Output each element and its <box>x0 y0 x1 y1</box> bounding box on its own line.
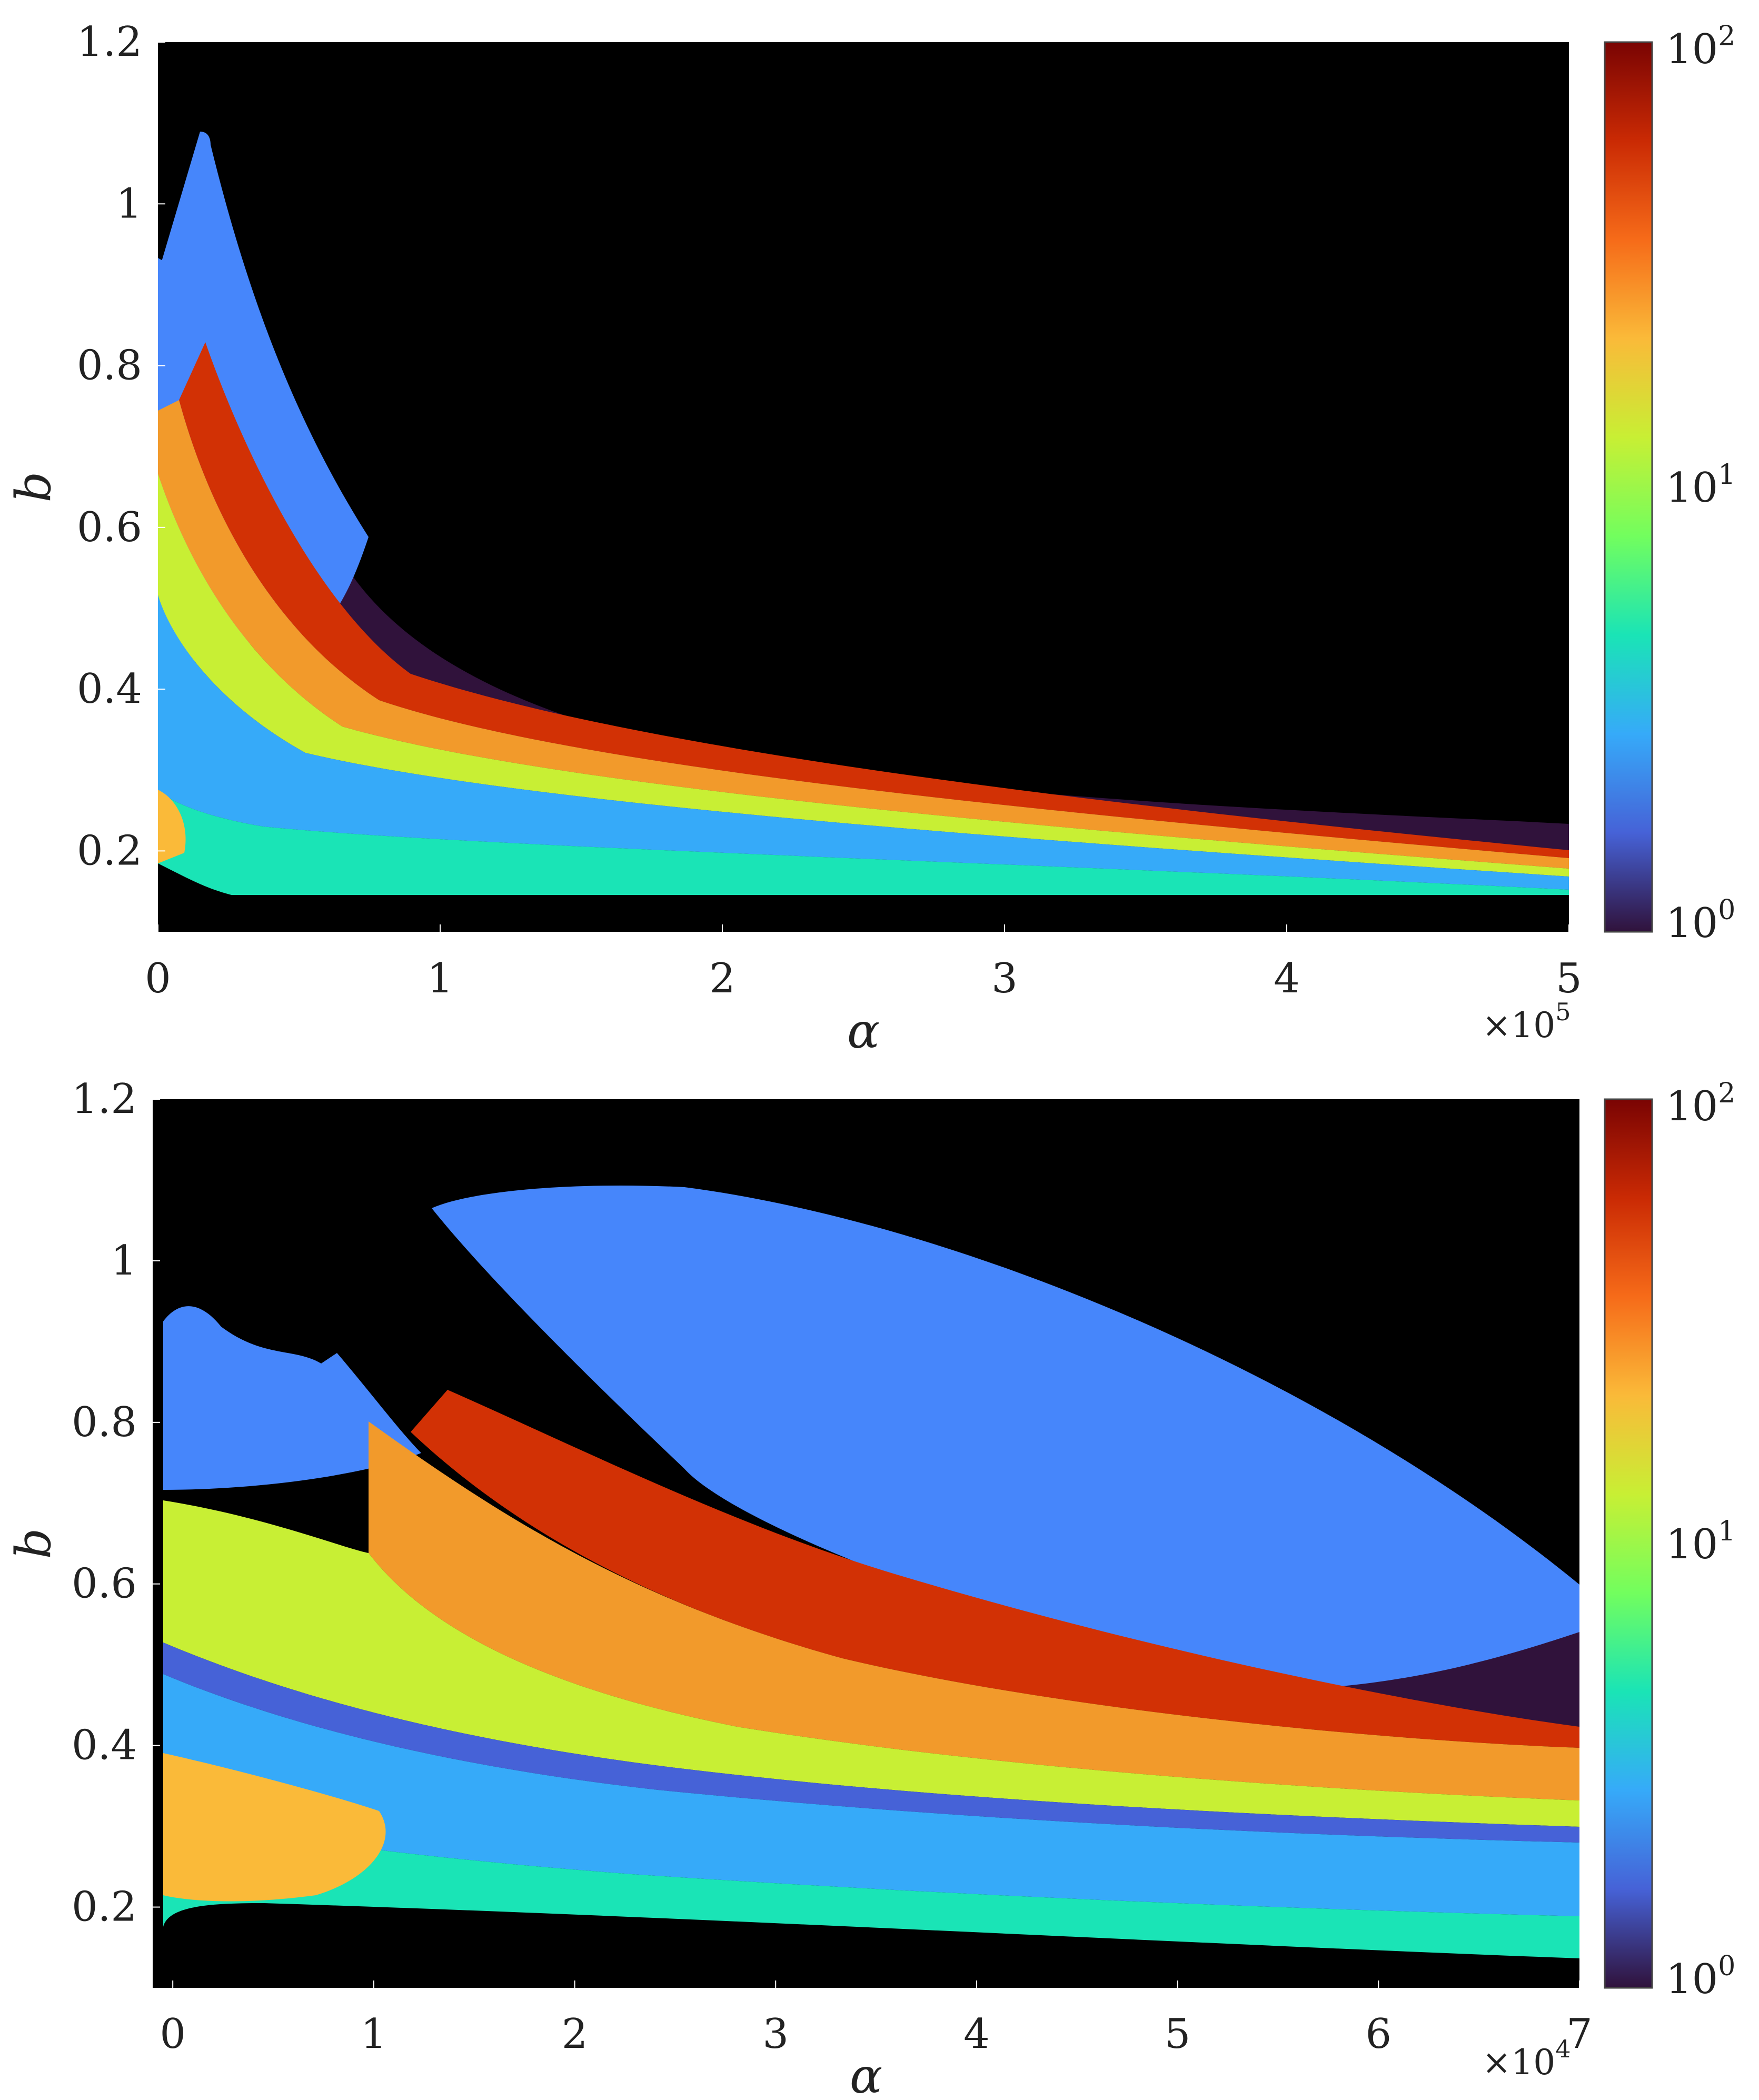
bottom-colorbar-bar <box>1604 1098 1653 1989</box>
top-x-tick-label: 2 <box>709 955 736 1002</box>
top-region-teal <box>158 790 1569 895</box>
bottom-x-tick-label: 1 <box>361 2011 387 2058</box>
bottom-y-tick-label: 0.2 <box>72 1884 137 1931</box>
top-x-tick-label: 3 <box>991 955 1018 1002</box>
top-colorbar-tick-base: 10 <box>1666 900 1718 947</box>
bottom-region-cyan <box>163 1674 1579 1916</box>
bottom-colorbar-tick-base: 10 <box>1666 1956 1718 2003</box>
bottom-x-multiplier-exponent: 4 <box>1555 2035 1571 2063</box>
top-colorbar-tick-base: 10 <box>1666 464 1718 512</box>
top-region-red <box>179 342 1569 858</box>
bottom-colorbar-tick-base: 10 <box>1666 1521 1718 1568</box>
top-x-multiplier-base: ×10 <box>1482 1005 1555 1046</box>
bottom-x-ticks: 0 1 2 3 4 5 6 7 <box>160 1980 1593 2058</box>
top-colorbar-tick-label: 100 <box>1666 894 1735 947</box>
top-y-tick-label: 1 <box>116 180 142 227</box>
bottom-region-blue-stripe <box>163 1643 1579 1843</box>
top-heatmap <box>158 42 1569 932</box>
top-x-axis-label: α <box>847 1003 880 1059</box>
bottom-x-multiplier: ×104 <box>1482 2035 1571 2083</box>
bottom-region-orange <box>369 1421 1579 1800</box>
bottom-y-tick-label: 0.8 <box>72 1399 137 1446</box>
top-colorbar-tick-label: 101 <box>1666 459 1735 512</box>
bottom-colorbar-tick-label: 102 <box>1666 1078 1735 1130</box>
top-y-axis-label: b <box>5 472 62 503</box>
top-colorbar-tick-label: 102 <box>1666 21 1735 73</box>
top-x-multiplier: ×105 <box>1482 998 1571 1046</box>
bottom-y-tick-label: 0.6 <box>72 1560 137 1608</box>
bottom-colorbar-tick-base: 10 <box>1666 1083 1718 1130</box>
bottom-region-yellow <box>163 1500 1579 1827</box>
bottom-region-blue-left <box>163 1306 421 1490</box>
top-x-tick-label: 4 <box>1274 955 1300 1002</box>
bottom-x-multiplier-base: ×10 <box>1482 2042 1555 2083</box>
top-colorbar-tick-exponent: 0 <box>1718 894 1735 926</box>
top-y-tick-label: 0.4 <box>77 665 142 713</box>
top-colorbar-tick-base: 10 <box>1666 26 1718 73</box>
top-y-tick-label: 0.8 <box>77 342 142 390</box>
top-region-orange <box>158 400 1569 869</box>
bottom-x-tick-label: 4 <box>963 2011 990 2058</box>
top-y-tick-label: 1.2 <box>77 18 142 66</box>
top-x-tick-label: 1 <box>427 955 453 1002</box>
bottom-x-tick-label: 7 <box>1566 2011 1593 2058</box>
top-y-tick-label: 0.6 <box>77 504 142 551</box>
top-region-warm-patch <box>158 790 186 863</box>
bottom-region-blue-lobe <box>432 1185 1579 1690</box>
bottom-region-red <box>411 1390 1579 1748</box>
top-y-ticks: 0.2 0.4 0.6 0.8 1 1.2 <box>77 18 165 874</box>
bottom-heatmap <box>153 1099 1579 1988</box>
bottom-colorbar-tick-label: 101 <box>1666 1516 1735 1568</box>
bottom-colorbar-tick-label: 100 <box>1666 1950 1735 2003</box>
bottom-colorbar-tick-exponent: 0 <box>1718 1950 1735 1982</box>
top-colorbar-tick-exponent: 2 <box>1718 21 1735 52</box>
bottom-x-axis-label: α <box>850 2048 882 2100</box>
top-region-cyan <box>158 595 1569 890</box>
bottom-y-tick-label: 1 <box>111 1237 137 1285</box>
top-x-tick-label: 0 <box>145 955 171 1002</box>
bottom-y-tick-label: 1.2 <box>72 1076 137 1123</box>
bottom-y-tick-label: 0.4 <box>72 1722 137 1769</box>
bottom-x-tick-label: 6 <box>1365 2011 1392 2058</box>
top-region-bottom-black <box>158 863 1569 932</box>
bottom-x-tick-label: 2 <box>562 2011 588 2058</box>
top-colorbar-tick-exponent: 1 <box>1718 459 1735 491</box>
top-x-multiplier-exponent: 5 <box>1555 998 1571 1026</box>
bottom-region-warm-patch <box>163 1753 386 1902</box>
bottom-x-tick-label: 0 <box>160 2011 186 2058</box>
top-x-ticks: 0 1 2 3 4 5 <box>145 924 1582 1002</box>
bottom-x-tick-label: 5 <box>1165 2011 1191 2058</box>
bottom-region-bottom-black <box>153 1903 1579 1988</box>
top-colorbar-bar <box>1604 41 1653 933</box>
bottom-x-tick-label: 3 <box>762 2011 789 2058</box>
top-region-yellow <box>158 474 1569 877</box>
bottom-y-axis-label: b <box>5 1528 62 1559</box>
bottom-y-ticks: 0.2 0.4 0.6 0.8 1 1.2 <box>72 1076 160 1931</box>
top-y-tick-label: 0.2 <box>77 827 142 874</box>
bottom-colorbar-tick-exponent: 2 <box>1718 1078 1735 1109</box>
bottom-colorbar-tick-exponent: 1 <box>1718 1516 1735 1547</box>
top-x-tick-label: 5 <box>1556 955 1582 1002</box>
